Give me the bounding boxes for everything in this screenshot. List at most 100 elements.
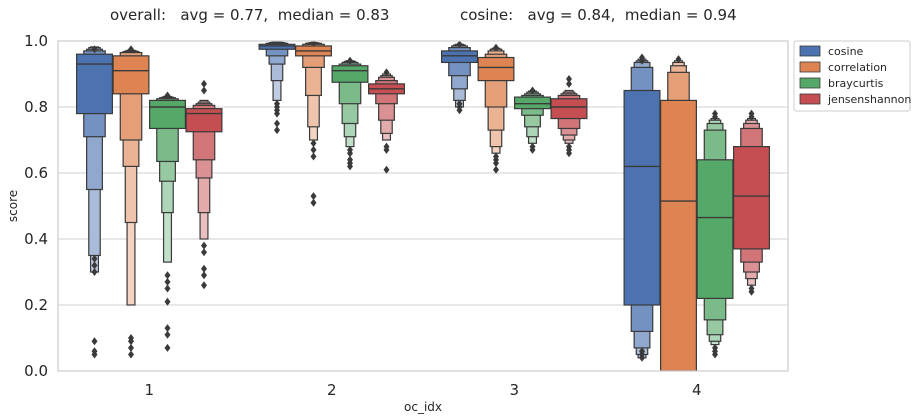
outlier-correlation-3-3 — [493, 165, 499, 174]
legend-label-cosine: cosine — [828, 45, 864, 58]
outlier-cosine-4-2 — [639, 347, 645, 356]
outlier-jensenshannon-3-4 — [566, 74, 572, 83]
outlier-jensenshannon-1-0 — [201, 241, 207, 250]
boxen-jensenshannon-2 — [368, 68, 405, 174]
outlier-jensenshannon-3-3 — [566, 79, 572, 88]
outlier-cosine-1-5 — [91, 350, 98, 359]
boxen-jensenshannon-3 — [550, 74, 588, 158]
outlier-cosine-2-3 — [274, 109, 280, 118]
outlier-cosine-1-6 — [91, 45, 98, 54]
outlier-jensenshannon-1-3 — [201, 271, 207, 280]
outlier-cosine-4-4 — [639, 56, 645, 65]
legend-frame — [793, 40, 911, 112]
chart-title-cosine: cosine: avg = 0.84, median = 0.94 — [460, 6, 737, 24]
boxen-marks — [76, 41, 770, 371]
outlier-jensenshannon-4-3 — [748, 109, 755, 118]
x-tick-label-3: 3 — [509, 381, 519, 399]
legend-swatch-correlation — [799, 61, 821, 73]
x-tick-label-2: 2 — [327, 381, 337, 399]
outlier-cosine-1-2 — [91, 254, 98, 263]
outlier-correlation-3-4 — [493, 43, 499, 52]
legend-swatch-cosine — [799, 45, 821, 57]
y-tick-label-3: 0.6 — [24, 164, 48, 182]
outlier-correlation-2-3 — [310, 192, 317, 201]
outlier-jensenshannon-1-6 — [201, 79, 207, 88]
level-box-jensenshannon-4-0 — [733, 146, 770, 250]
x-tick-label-1: 1 — [144, 381, 154, 399]
boxen-jensenshannon-1 — [185, 79, 223, 290]
level-box-correlation-3-0 — [477, 56, 515, 82]
level-box-cosine-2-0 — [258, 43, 296, 50]
level-box-correlation-4-0 — [660, 99, 697, 371]
boxen-cosine-3 — [441, 41, 478, 115]
outlier-braycurtis-2-4 — [347, 162, 353, 171]
x-axis-label: oc_idx — [404, 400, 442, 414]
y-tick-label-2: 0.4 — [24, 230, 48, 248]
outlier-braycurtis-3-2 — [529, 86, 536, 95]
outlier-braycurtis-2-5 — [347, 56, 353, 65]
outlier-braycurtis-3-1 — [529, 145, 536, 154]
legend-label-correlation: correlation — [828, 61, 887, 74]
outlier-jensenshannon-1-5 — [201, 86, 207, 95]
outlier-braycurtis-1-5 — [164, 330, 171, 339]
level-box-correlation-1-0 — [112, 55, 150, 95]
y-axis-label: score — [6, 190, 20, 222]
boxen-cosine-4 — [623, 53, 661, 362]
outlier-jensenshannon-3-2 — [566, 149, 572, 158]
boxen-jensenshannon-4 — [733, 109, 770, 296]
outlier-braycurtis-1-1 — [164, 277, 171, 286]
boxen-correlation-3 — [477, 43, 515, 174]
outlier-correlation-3-2 — [493, 159, 499, 168]
outlier-jensenshannon-1-2 — [201, 264, 207, 273]
outlier-braycurtis-4-4 — [712, 109, 718, 118]
outlier-correlation-1-2 — [128, 343, 134, 352]
chart-title-overall: overall: avg = 0.77, median = 0.83 — [110, 6, 389, 24]
outlier-jensenshannon-1-4 — [201, 281, 207, 290]
outlier-jensenshannon-4-1 — [748, 287, 755, 296]
outlier-correlation-2-0 — [310, 139, 317, 148]
outlier-cosine-1-1 — [91, 261, 98, 270]
y-tick-label-1: 0.2 — [24, 296, 48, 314]
level-box-cosine-3-0 — [441, 50, 478, 64]
outlier-cosine-2-4 — [274, 119, 280, 128]
plot-area — [76, 41, 770, 371]
outlier-braycurtis-4-2 — [712, 350, 718, 359]
boxen-cosine-2 — [258, 41, 296, 135]
outlier-correlation-1-3 — [128, 350, 134, 359]
y-axis-ticks: 0.0 0.2 0.4 0.6 0.8 1.0 — [24, 32, 48, 380]
level-box-braycurtis-4-0 — [696, 159, 734, 300]
outlier-braycurtis-1-6 — [164, 343, 171, 352]
level-box-braycurtis-3-0 — [514, 96, 551, 110]
outlier-correlation-2-1 — [310, 145, 317, 154]
legend-label-jensenshannon: jensenshannon — [827, 93, 911, 106]
outlier-correlation-2-4 — [310, 198, 317, 207]
outlier-braycurtis-1-2 — [164, 284, 171, 293]
outlier-jensenshannon-1-1 — [201, 248, 207, 257]
boxen-cosine-1 — [76, 45, 113, 359]
outlier-cosine-3-2 — [456, 99, 463, 108]
outlier-braycurtis-2-1 — [347, 149, 353, 158]
outlier-correlation-1-4 — [128, 45, 134, 54]
boxen-correlation-2 — [295, 41, 332, 207]
boxen-correlation-1 — [112, 45, 150, 359]
level-box-jensenshannon-3-0 — [550, 98, 588, 120]
level-box-braycurtis-2-0 — [331, 65, 369, 83]
boxen-braycurtis-2 — [331, 56, 369, 171]
outlier-braycurtis-1-4 — [164, 324, 171, 333]
level-box-cosine-1-0 — [76, 53, 113, 115]
y-tick-label-5: 1.0 — [24, 32, 48, 50]
plot-frame — [57, 40, 789, 372]
outlier-jensenshannon-2-2 — [383, 165, 390, 174]
outlier-jensenshannon-2-3 — [383, 68, 390, 77]
outlier-braycurtis-1-3 — [164, 297, 171, 306]
legend-label-braycurtis: braycurtis — [828, 77, 884, 90]
legend-swatch-jensenshannon — [799, 93, 821, 105]
boxen-correlation-4 — [660, 55, 697, 371]
outlier-cosine-1-0 — [91, 268, 98, 276]
outlier-braycurtis-1-0 — [164, 271, 171, 280]
outlier-correlation-1-1 — [128, 337, 134, 346]
outlier-cosine-3-3 — [456, 41, 463, 49]
boxen-braycurtis-4 — [696, 109, 734, 359]
outlier-braycurtis-1-7 — [164, 91, 171, 100]
